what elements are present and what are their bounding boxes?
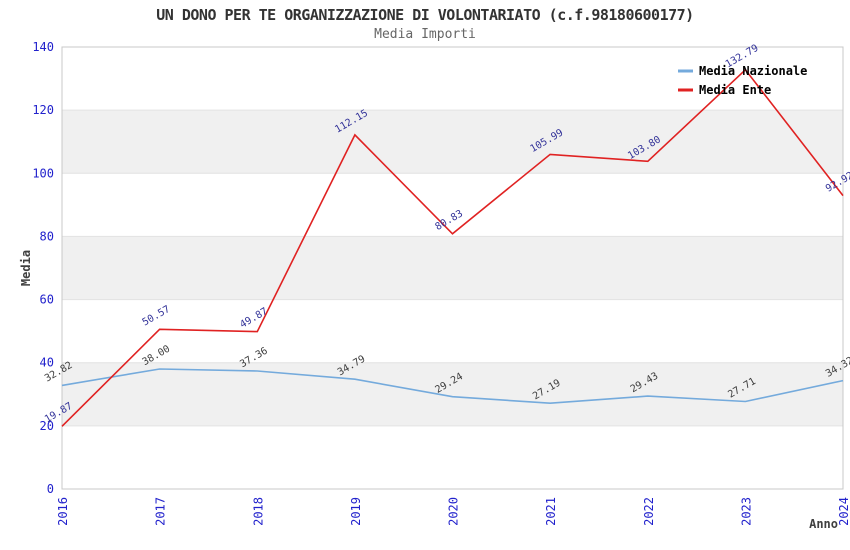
y-tick-label: 40 [40, 356, 54, 370]
x-tick-label: 2018 [251, 497, 265, 526]
x-tick-label: 2023 [739, 497, 753, 526]
point-label: 49.87 [238, 306, 270, 331]
x-tick-label: 2016 [56, 497, 70, 526]
x-tick-label: 2022 [642, 497, 656, 526]
x-tick-label: 2017 [154, 497, 168, 526]
x-tick-label: 2021 [544, 497, 558, 526]
y-tick-label: 140 [32, 40, 54, 54]
grid-band [62, 110, 843, 174]
series-line-media-ente [61, 68, 844, 427]
x-tick-label: 2019 [349, 497, 363, 526]
point-label: 50.57 [141, 304, 173, 329]
y-tick-label: 100 [32, 166, 54, 180]
y-tick-label: 120 [32, 103, 54, 117]
grid-band [62, 236, 843, 300]
y-tick-label: 80 [40, 229, 54, 243]
y-tick-label: 0 [47, 482, 54, 496]
series-line-media-nazionale [61, 368, 844, 405]
y-tick-label: 20 [40, 419, 54, 433]
y-axis-title: Media [19, 250, 33, 286]
chart-subtitle: Media Importi [374, 27, 476, 42]
y-tick-label: 60 [40, 293, 54, 307]
point-label: 92.92 [824, 170, 850, 195]
x-tick-label: 2020 [447, 497, 461, 526]
point-label: 80.83 [433, 208, 465, 233]
x-axis-title: Anno [809, 517, 838, 531]
legend-label: Media Ente [699, 83, 771, 97]
grid-band [62, 362, 843, 426]
legend-label: Media Nazionale [699, 64, 807, 78]
x-tick-label: 2024 [837, 497, 850, 526]
chart-title: UN DONO PER TE ORGANIZZAZIONE DI VOLONTA… [156, 6, 694, 24]
plot-border [61, 46, 844, 490]
